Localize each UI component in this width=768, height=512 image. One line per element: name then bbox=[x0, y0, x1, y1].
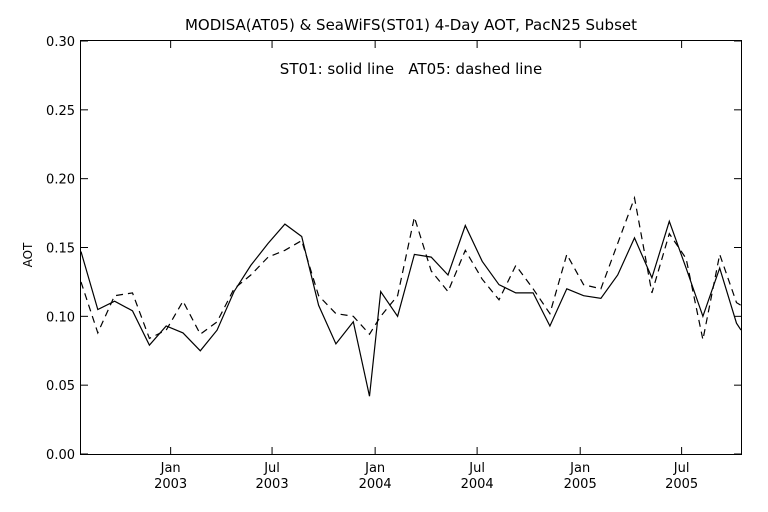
x-tick-month-label: Jul bbox=[263, 461, 280, 476]
x-tick-year-label: 2003 bbox=[256, 477, 289, 492]
y-tick-label: 0.15 bbox=[46, 242, 75, 257]
y-axis: 0.00 0.05 0.10 0.15 0.20 0.25 0.30 bbox=[46, 35, 741, 463]
x-tick-year-label: 2003 bbox=[154, 477, 187, 492]
x-tick-year-label: 2004 bbox=[359, 477, 392, 492]
x-axis: Jan2003Jul2003Jan2004Jul2004Jan2005Jul20… bbox=[154, 41, 698, 492]
series-layer bbox=[80, 195, 742, 397]
y-axis-label: AOT bbox=[21, 242, 35, 267]
x-tick-year-label: 2005 bbox=[564, 477, 597, 492]
y-tick-label: 0.00 bbox=[46, 448, 75, 463]
y-tick-label: 0.05 bbox=[46, 379, 75, 394]
x-tick-year-label: 2004 bbox=[461, 477, 494, 492]
x-tick-month-label: Jul bbox=[468, 461, 485, 476]
x-tick-month-label: Jan bbox=[569, 461, 590, 476]
x-tick-month-label: Jan bbox=[160, 461, 181, 476]
y-tick-label: 0.25 bbox=[46, 104, 75, 119]
chart-annotation: ST01: solid line AT05: dashed line bbox=[280, 60, 542, 78]
y-tick-label: 0.30 bbox=[46, 35, 75, 50]
series-line-st01 bbox=[80, 219, 742, 397]
x-tick-month-label: Jul bbox=[673, 461, 690, 476]
y-tick-label: 0.10 bbox=[46, 310, 75, 325]
x-tick-month-label: Jan bbox=[364, 461, 385, 476]
y-tick-label: 0.20 bbox=[46, 173, 75, 188]
x-tick-year-label: 2005 bbox=[665, 477, 698, 492]
chart-title: MODISA(AT05) & SeaWiFS(ST01) 4-Day AOT, … bbox=[185, 16, 637, 34]
plot-frame bbox=[80, 40, 742, 455]
